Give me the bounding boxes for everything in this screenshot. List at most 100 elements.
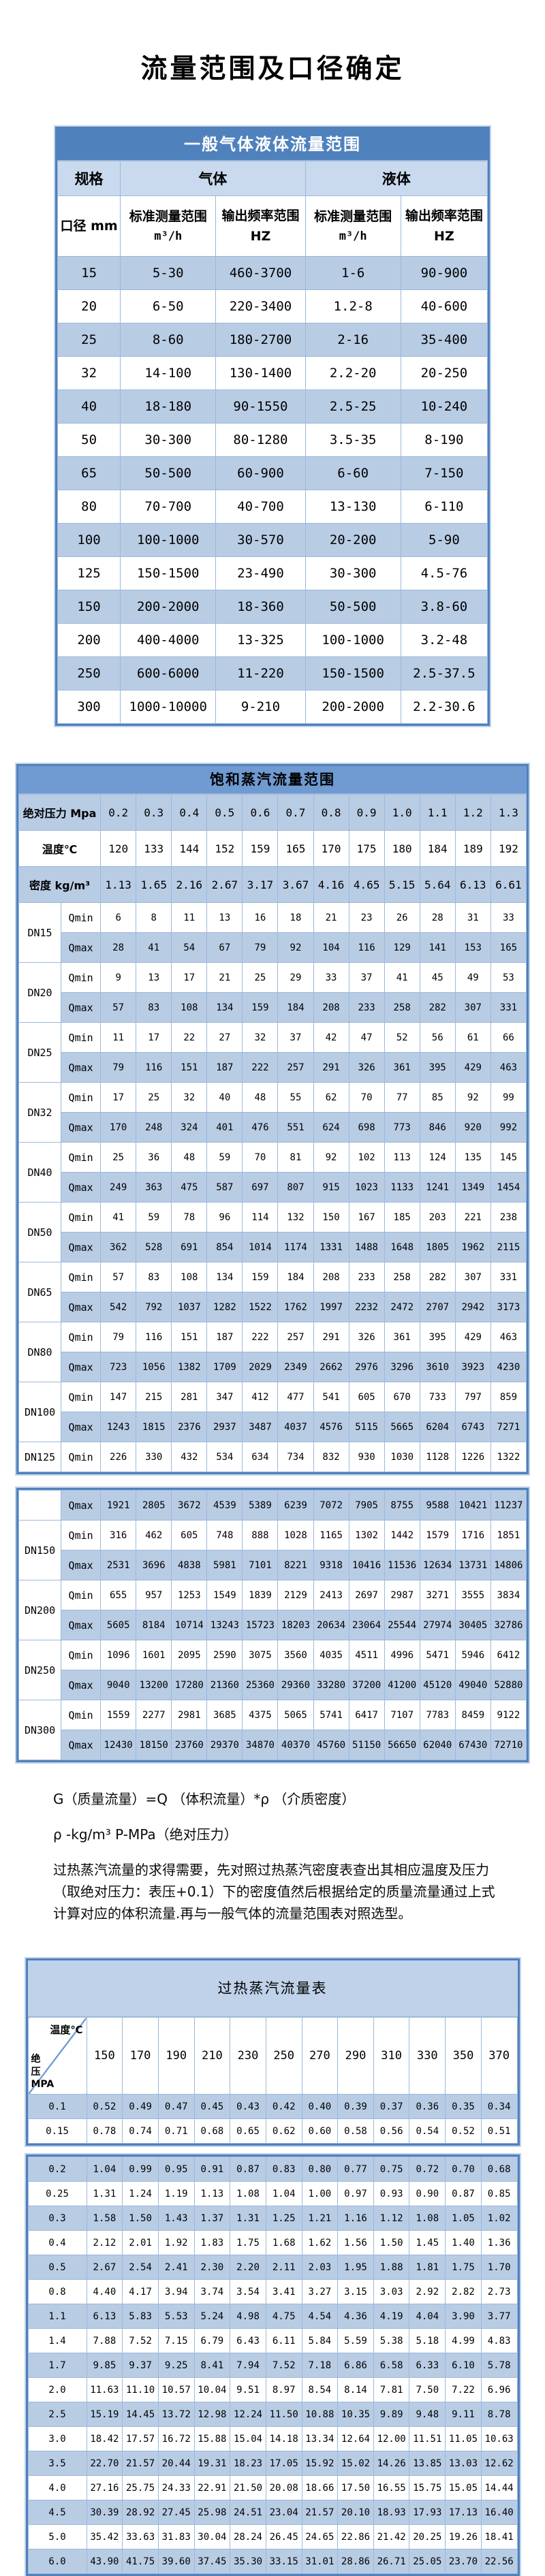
gas-range-cell: 18-180	[120, 389, 217, 424]
density-value-cell: 7.50	[409, 2377, 446, 2402]
steam-value-cell: 258	[384, 1262, 420, 1292]
steam-value-cell: 2937	[206, 1412, 243, 1442]
steam-value-cell: 159	[242, 992, 279, 1023]
gas-range-cell: 70-700	[120, 490, 217, 524]
liquid-range-cell: 20-200	[305, 523, 401, 557]
density-value-cell: 26.45	[265, 2524, 302, 2549]
steam-value-cell: 10714	[171, 1610, 208, 1640]
steam-value-cell: 1226	[454, 1442, 491, 1472]
density-value-cell: 13.34	[301, 2426, 339, 2451]
density-value-cell: 0.87	[445, 2181, 482, 2206]
steam-value-cell: 541	[313, 1382, 349, 1412]
diameter-cell: 25	[57, 323, 121, 357]
diameter-cell: 150	[57, 590, 121, 624]
superheated-instruction-note: 过热蒸汽流量的求得需要，先对照过热蒸汽密度表查出其相应温度及压力（取绝对压力：表…	[53, 1862, 495, 1922]
density-value-cell: 0.68	[480, 2157, 518, 2182]
steam-value-cell: 992	[490, 1112, 527, 1143]
density-value-cell: 39.60	[157, 2549, 195, 2574]
steam-value-cell: 41200	[384, 1670, 420, 1700]
steam-axis-label-cell: 绝对压力 Mpa	[18, 794, 102, 831]
density-value-cell: 15.02	[337, 2451, 374, 2476]
density-value-cell: 6.79	[193, 2328, 231, 2353]
steam-value-cell: 238	[490, 1202, 527, 1233]
steam-value-cell: 3.67	[277, 866, 314, 903]
steam-value-cell: 184	[419, 830, 456, 867]
density-value-cell: 1.08	[230, 2181, 266, 2206]
steam-value-cell: 77	[384, 1082, 420, 1113]
gas-freq-cell: 180-2700	[215, 323, 306, 357]
diameter-cell: 125	[57, 556, 121, 590]
density-value-cell: 4.04	[409, 2304, 446, 2329]
gas-range-cell: 14-100	[120, 356, 217, 390]
steam-value-cell: 120	[100, 830, 137, 867]
steam-value-cell: 5665	[384, 1412, 420, 1442]
gas-freq-cell: 130-1400	[215, 356, 306, 390]
steam-value-cell: 41	[384, 962, 420, 993]
steam-table-row: DN65 Qmin 57 83 108 134 159 184 208 233 258 282 307 3…	[18, 1262, 527, 1322]
density-value-cell: 8.78	[480, 2402, 518, 2427]
steam-value-cell: 4511	[348, 1640, 385, 1670]
density-value-cell: 1.70	[480, 2255, 518, 2280]
density-value-cell: 35.42	[86, 2524, 123, 2549]
notes-section: G（质量流量）=Q （体积流量）*ρ （介质密度） ρ -kg/m³ P-MPa…	[53, 1788, 503, 1924]
superheated-table-row: 6.0 43.90 41.75 39.60 37.45 35.30 33.15 31.01 28…	[27, 2549, 518, 2574]
q-label-cell: Qmin	[61, 902, 102, 933]
density-value-cell: 0.51	[480, 2118, 518, 2144]
density-value-cell: 11.63	[86, 2377, 123, 2402]
density-value-cell: 1.04	[86, 2157, 123, 2182]
steam-value-cell: 56	[419, 1022, 456, 1053]
steam-value-cell: 3296	[384, 1352, 420, 1382]
gas-range-cell: 50-500	[120, 456, 217, 490]
density-value-cell: 2.67	[86, 2255, 123, 2280]
steam-value-cell: 5.64	[419, 866, 456, 903]
steam-value-cell: 1997	[313, 1292, 349, 1322]
density-value-cell: 8.14	[337, 2377, 374, 2402]
steam-value-cell: 8221	[277, 1550, 314, 1580]
steam-value-cell: 6412	[490, 1640, 527, 1670]
density-value-cell: 9.37	[122, 2353, 159, 2378]
steam-value-cell: 33	[313, 962, 349, 993]
steam-value-cell: 8	[136, 902, 172, 933]
density-value-cell: 1.43	[157, 2206, 195, 2231]
liquid-freq-cell: 2.5-37.5	[400, 656, 488, 690]
steam-value-cell: 2697	[348, 1580, 385, 1610]
density-value-cell: 7.88	[86, 2328, 123, 2353]
gas-freq-cell: 80-1280	[215, 423, 306, 457]
steam-value-cell: 9588	[419, 1490, 456, 1521]
q-label-cell: Qmax	[61, 1052, 102, 1083]
density-value-cell: 10.57	[157, 2377, 195, 2402]
gas-range-cell: 1000-10000	[120, 690, 217, 724]
steam-value-cell: 81	[277, 1142, 314, 1173]
steam-value-cell: 41	[100, 1202, 137, 1233]
unit-header-row: 口径 mm 标准测量范围 m³/h 输出频率范围 HZ 标准测量范围 m³/h 输出…	[57, 195, 488, 257]
steam-value-cell: 307	[454, 992, 491, 1023]
steam-value-cell: 45120	[419, 1670, 456, 1700]
steam-value-cell: 192	[490, 830, 527, 867]
superheated-table-row: 1.1 6.13 5.83 5.53 5.24 4.98 4.75 4.54 4.36 4.19 4…	[27, 2304, 518, 2329]
density-value-cell: 35.30	[230, 2549, 266, 2574]
steam-value-cell: 3173	[490, 1292, 527, 1322]
steam-value-cell: 605	[348, 1382, 385, 1412]
steam-value-cell: 3555	[454, 1580, 491, 1610]
steam-table-row: 绝对压力 Mpa 0.2 0.3 0.4 0.5 0.6 0.7 0.8 0.9 1.0 1.1 1.…	[18, 794, 527, 831]
steam-value-cell: 5389	[242, 1490, 279, 1521]
liquid-range-cell: 3.5-35	[305, 423, 401, 457]
saturated-steam-table-block2: Qmax 1921 2805 3672 4539 5389 6239 7072 7905 8755…	[16, 1488, 529, 1762]
steam-value-cell: 2981	[171, 1700, 208, 1730]
steam-table-row: DN125 Qmin 226 330 432 534 634 734 832 930 1030 112…	[18, 1442, 527, 1472]
steam-value-cell: 29370	[206, 1730, 243, 1760]
gas-freq-cell: 60-900	[215, 456, 306, 490]
steam-value-cell: 7072	[313, 1490, 349, 1521]
density-value-cell: 0.47	[157, 2094, 195, 2119]
steam-value-cell: 147	[100, 1382, 137, 1412]
steam-value-cell: 51150	[348, 1730, 385, 1760]
density-value-cell: 1.00	[301, 2181, 339, 2206]
q-label-cell: Qmax	[61, 932, 102, 963]
density-value-cell: 2.03	[301, 2255, 339, 2280]
steam-value-cell: 1.65	[136, 866, 172, 903]
superheated-table-row: 0.25 1.31 1.24 1.19 1.13 1.08 1.04 1.00 0.97 0.93…	[27, 2181, 518, 2206]
steam-value-cell: 5065	[277, 1700, 314, 1730]
density-value-cell: 5.78	[480, 2353, 518, 2378]
density-value-cell: 3.27	[301, 2279, 339, 2304]
steam-value-cell: 113	[384, 1142, 420, 1173]
